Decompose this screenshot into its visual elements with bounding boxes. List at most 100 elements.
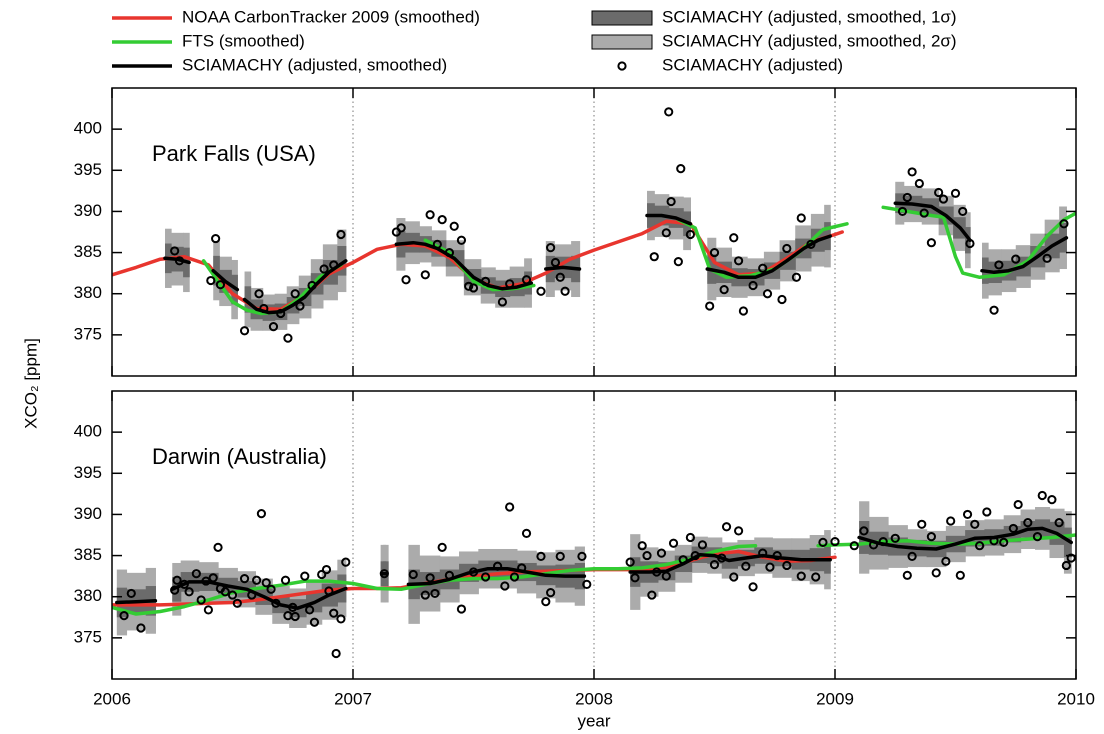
data-point <box>468 283 479 293</box>
data-point <box>1047 495 1057 505</box>
data-point <box>1061 560 1071 571</box>
data-point <box>560 286 570 296</box>
data-point <box>336 614 346 624</box>
data-point <box>729 233 739 243</box>
legend-swatch <box>591 10 653 26</box>
data-point <box>994 260 1004 270</box>
x-tick-label: 2007 <box>334 689 372 708</box>
data-point <box>849 541 859 551</box>
data-point <box>136 623 146 633</box>
data-point <box>444 247 454 258</box>
data-point <box>331 648 341 659</box>
y-tick-label: 385 <box>74 242 102 261</box>
data-point <box>758 263 768 273</box>
data-point <box>546 243 556 253</box>
panel: 2006 2007 2008 2009 2010 375 380 385 390 395 400 Da… <box>74 390 1095 730</box>
data-point <box>934 187 944 198</box>
plot-frame <box>111 87 1077 377</box>
data-point <box>550 257 561 268</box>
data-point <box>1032 532 1043 542</box>
data-point <box>678 555 688 565</box>
data-point <box>649 252 659 262</box>
legend-label: FTS (smoothed) <box>182 31 305 50</box>
data-point <box>999 537 1009 548</box>
data-point <box>709 560 720 570</box>
data-point <box>642 550 652 561</box>
legend-item: FTS (smoothed) <box>112 31 305 50</box>
data-point <box>673 257 683 267</box>
y-tick-label: 400 <box>74 119 102 138</box>
data-point <box>288 602 298 613</box>
data-point <box>174 256 185 266</box>
data-point <box>546 588 556 598</box>
legend-swatch <box>617 61 627 71</box>
data-point <box>341 557 351 567</box>
data-point <box>256 509 267 519</box>
data-point <box>276 308 286 319</box>
data-point <box>982 507 992 517</box>
data-point <box>965 238 975 249</box>
data-point <box>456 604 467 614</box>
legend-swatch <box>591 34 653 50</box>
data-point <box>290 289 300 299</box>
data-point <box>661 228 671 238</box>
data-point <box>449 221 459 231</box>
data-point <box>741 561 751 571</box>
data-point <box>268 322 279 332</box>
data-point <box>500 581 510 591</box>
data-point <box>505 279 515 289</box>
data-point <box>307 280 317 291</box>
data-point <box>232 598 242 608</box>
data-point <box>796 571 806 581</box>
data-point <box>647 590 657 600</box>
data-point <box>280 575 291 585</box>
x-tick-label: 2008 <box>575 689 613 708</box>
data-point <box>690 550 700 561</box>
data-point <box>955 570 965 580</box>
data-point <box>1013 499 1023 510</box>
data-point <box>211 233 221 244</box>
data-point <box>975 541 985 551</box>
data-point <box>1059 219 1069 229</box>
data-point <box>625 557 635 567</box>
data-point <box>184 587 194 597</box>
data-point <box>290 611 300 622</box>
data-point <box>480 276 491 286</box>
data-point <box>420 590 430 600</box>
data-point <box>1054 518 1064 528</box>
panel-label: Darwin (Australia) <box>152 444 327 469</box>
data-point <box>902 192 912 203</box>
legend-item: SCIAMACHY (adjusted, smoothed) <box>112 55 447 74</box>
data-point <box>309 617 320 627</box>
data-point <box>420 270 430 280</box>
data-point <box>208 573 218 583</box>
data-point <box>1066 553 1076 563</box>
data-point <box>941 556 951 566</box>
data-point <box>685 229 696 240</box>
plot-area <box>112 391 1076 679</box>
plot-frame <box>111 390 1077 680</box>
data-point <box>119 611 129 621</box>
data-point <box>830 536 840 547</box>
data-point <box>555 272 565 282</box>
y-tick-label: 380 <box>74 283 102 302</box>
data-point <box>697 540 708 550</box>
x-tick-label: 2006 <box>93 689 131 708</box>
data-point <box>637 541 647 551</box>
data-point <box>541 597 551 607</box>
data-point <box>305 605 315 615</box>
data-point <box>668 538 679 548</box>
panel-label: Park Falls (USA) <box>152 141 316 166</box>
y-tick-label: 400 <box>74 422 102 441</box>
data-point <box>721 522 732 532</box>
data-point <box>283 333 293 343</box>
data-point <box>685 532 696 543</box>
x-tick-label: 2010 <box>1057 689 1095 708</box>
data-point <box>213 542 223 552</box>
y-tick-label: 375 <box>74 627 102 646</box>
data-point <box>656 548 667 558</box>
data-point <box>261 578 271 588</box>
data-point <box>970 519 980 529</box>
data-point <box>806 239 816 249</box>
